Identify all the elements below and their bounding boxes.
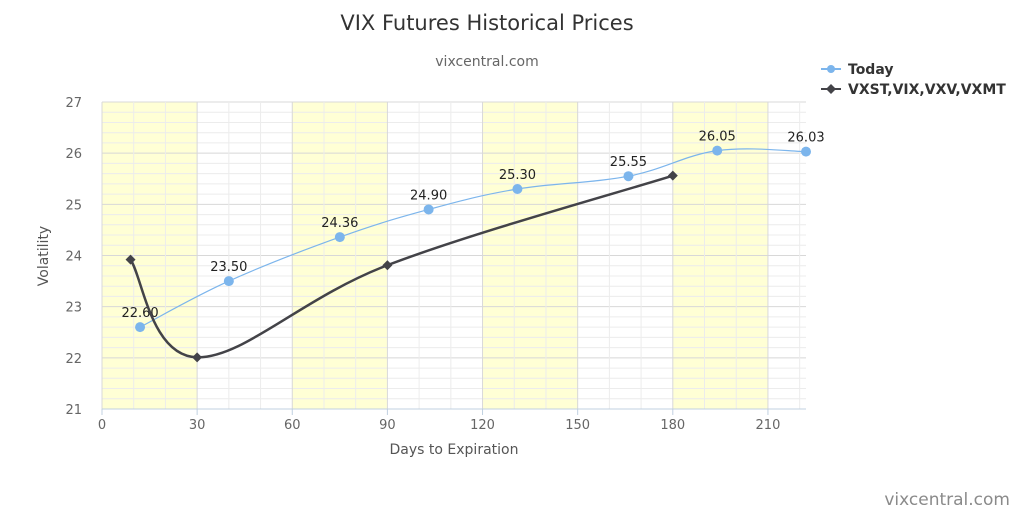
x-tick-label: 180 bbox=[660, 418, 685, 433]
y-tick-label: 23 bbox=[65, 301, 82, 316]
series-line-0 bbox=[139, 148, 807, 328]
legend-item-term-structure[interactable]: VXST,VIX,VXV,VXMT bbox=[821, 82, 1006, 98]
y-tick-label: 27 bbox=[65, 96, 82, 111]
y-axis-title: Volatility bbox=[36, 226, 52, 286]
credit-link[interactable]: vixcentral.com bbox=[884, 490, 1010, 510]
data-point[interactable] bbox=[512, 183, 523, 194]
data-point[interactable] bbox=[712, 145, 723, 156]
legend-marker-diamond-icon bbox=[826, 84, 836, 94]
x-tick-label: 90 bbox=[379, 418, 396, 433]
y-tick-label: 21 bbox=[65, 403, 82, 418]
data-point[interactable] bbox=[423, 204, 434, 215]
data-label: 25.30 bbox=[499, 168, 536, 183]
data-point[interactable] bbox=[125, 254, 136, 265]
data-point[interactable] bbox=[334, 232, 345, 243]
data-label: 24.90 bbox=[410, 188, 447, 203]
data-point[interactable] bbox=[192, 352, 203, 363]
x-tick-label: 210 bbox=[756, 418, 781, 433]
y-tick-label: 26 bbox=[65, 147, 82, 162]
x-tick-label: 120 bbox=[470, 418, 495, 433]
legend-label-today: Today bbox=[848, 62, 893, 78]
legend-label-term-structure: VXST,VIX,VXV,VXMT bbox=[848, 82, 1006, 98]
legend-marker-circle-icon bbox=[827, 65, 835, 73]
series-line-1 bbox=[129, 174, 674, 359]
legend-item-today[interactable]: Today bbox=[821, 62, 893, 78]
x-tick-label: 150 bbox=[565, 418, 590, 433]
x-tick-label: 0 bbox=[98, 418, 106, 433]
chart-subtitle: vixcentral.com bbox=[435, 54, 538, 70]
x-tick-label: 60 bbox=[284, 418, 301, 433]
x-axis-title: Days to Expiration bbox=[390, 442, 519, 458]
data-point[interactable] bbox=[667, 170, 678, 181]
y-tick-label: 25 bbox=[65, 198, 82, 213]
chart-title: VIX Futures Historical Prices bbox=[340, 11, 633, 35]
data-point[interactable] bbox=[135, 322, 146, 333]
y-tick-label: 22 bbox=[65, 352, 82, 367]
data-label: 24.36 bbox=[321, 216, 358, 231]
data-point[interactable] bbox=[382, 260, 393, 271]
data-label: 26.03 bbox=[787, 131, 824, 146]
data-label: 26.05 bbox=[699, 130, 736, 145]
axes: 0 30 60 90 120 150 180 210 21 22 23 24 25 26 27 bbox=[65, 96, 806, 433]
data-point[interactable] bbox=[223, 276, 234, 287]
legend: Today VXST,VIX,VXV,VXMT bbox=[821, 62, 1006, 98]
y-tick-label: 24 bbox=[65, 250, 82, 265]
data-label: 23.50 bbox=[210, 260, 247, 275]
data-label: 25.55 bbox=[610, 155, 647, 170]
data-point[interactable] bbox=[623, 171, 634, 182]
x-tick-label: 30 bbox=[189, 418, 206, 433]
data-point[interactable] bbox=[801, 146, 811, 157]
